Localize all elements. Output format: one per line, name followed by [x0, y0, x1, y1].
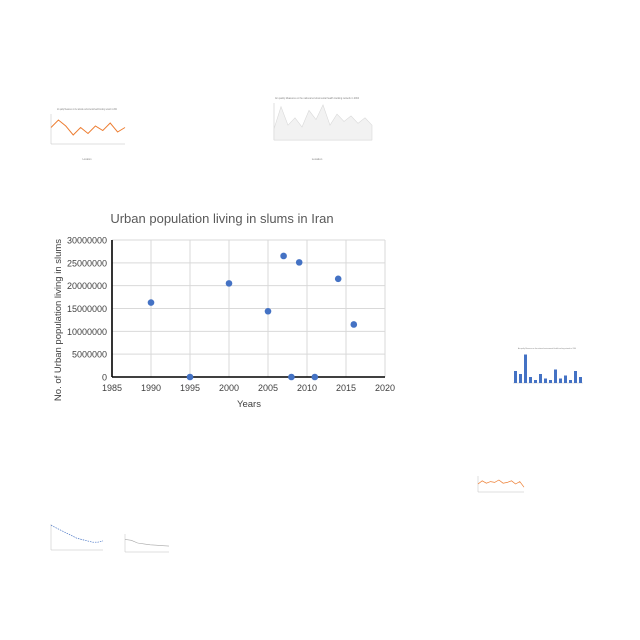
- data-points: [147, 252, 358, 381]
- chart-title: Urban population living in slums in Iran: [110, 211, 333, 226]
- thumbnail-plot: [50, 114, 126, 145]
- y-axis-label: No. of Urban population living in slums: [53, 239, 64, 401]
- thumbnail-svg: [477, 476, 525, 493]
- thumbnail-plot: [477, 476, 525, 493]
- thumbnail-series-line: [50, 524, 104, 543]
- data-point: [225, 280, 233, 287]
- thumbnail-x-label: Location: [312, 157, 323, 161]
- data-point: [147, 299, 155, 306]
- x-tick-label: 2000: [219, 383, 239, 393]
- thumbnail-bar: [564, 375, 567, 383]
- thumbnail-series-line: [50, 119, 126, 136]
- x-tick-label: 1990: [141, 383, 161, 393]
- x-tick-label: 1985: [102, 383, 122, 393]
- thumbnail-plot: [273, 103, 373, 141]
- thumbnail-chart-orange-line-small: [474, 470, 526, 500]
- thumbnail-series-line: [124, 539, 170, 547]
- data-point: [264, 307, 272, 315]
- data-point: [280, 252, 287, 260]
- thumbnail-chart-blue-bars: Air quality Measures on the national env…: [507, 345, 585, 393]
- data-point: [288, 373, 295, 381]
- thumbnail-bar: [549, 380, 552, 383]
- thumbnail-chart-grey-area: Air quality Measures on the national env…: [258, 94, 376, 162]
- data-point: [334, 275, 342, 283]
- thumbnail-area: [273, 104, 373, 141]
- thumbnail-title: Air quality Measures on the national env…: [275, 96, 359, 100]
- thumbnail-title: Air quality Measures on the national env…: [57, 108, 117, 111]
- thumbnail-plot: [50, 524, 104, 551]
- x-tick-label: 2010: [297, 383, 317, 393]
- thumbnail-chart-grey-line: [121, 526, 173, 558]
- thumbnail-bar: [519, 374, 522, 383]
- thumbnail-plot: [513, 354, 583, 384]
- y-tick-label: 0: [102, 373, 107, 383]
- x-tick-label: 2015: [336, 383, 356, 393]
- y-tick-label: 15000000: [67, 304, 107, 314]
- thumbnail-chart-orange-line: Air quality Measures on the national env…: [45, 104, 129, 162]
- thumbnail-bar: [554, 369, 557, 383]
- thumbnail-svg: Air quality Measures on the national env…: [50, 108, 126, 161]
- thumbnail-chart-blue-line: [45, 518, 107, 558]
- thumbnail-bar: [569, 380, 572, 383]
- y-tick-label: 20000000: [67, 281, 107, 291]
- thumbnail-bar: [534, 380, 537, 383]
- x-tick-label: 1995: [180, 383, 200, 393]
- thumbnail-bar: [529, 377, 532, 383]
- x-axis-label: Years: [237, 399, 261, 410]
- thumbnail-title: Air quality Measures on the national env…: [518, 347, 577, 350]
- thumbnail-bar: [524, 354, 527, 383]
- y-tick-label: 30000000: [67, 236, 107, 246]
- thumbnail-bar: [559, 378, 562, 383]
- x-tick-label: 2005: [258, 383, 278, 393]
- x-tick-label: 2020: [375, 383, 395, 393]
- thumbnail-svg: [50, 524, 104, 551]
- y-tick-label: 10000000: [67, 327, 107, 337]
- thumbnail-bar: [579, 377, 582, 383]
- data-point: [350, 321, 358, 328]
- y-tick-label: 25000000: [67, 258, 107, 268]
- thumbnail-svg: Air quality Measures on the national env…: [273, 96, 373, 161]
- thumbnail-bar: [574, 371, 577, 383]
- thumbnail-series-line: [477, 479, 525, 488]
- y-tick-label: 5000000: [72, 350, 107, 360]
- tick-labels: 0 5000000 10000000 15000000 20000000 25000000…: [67, 236, 395, 394]
- thumbnail-bar: [514, 371, 517, 383]
- thumbnail-bar: [544, 378, 547, 383]
- thumbnail-svg: Air quality Measures on the national env…: [513, 347, 583, 384]
- grid-lines: [111, 239, 386, 378]
- thumbnail-x-label: Location: [82, 158, 92, 161]
- thumbnail-plot: [124, 534, 170, 553]
- thumbnail-bar: [539, 374, 542, 383]
- data-point: [311, 373, 319, 381]
- data-point: [186, 373, 194, 381]
- thumbnail-svg: [124, 534, 170, 553]
- data-point: [295, 259, 303, 266]
